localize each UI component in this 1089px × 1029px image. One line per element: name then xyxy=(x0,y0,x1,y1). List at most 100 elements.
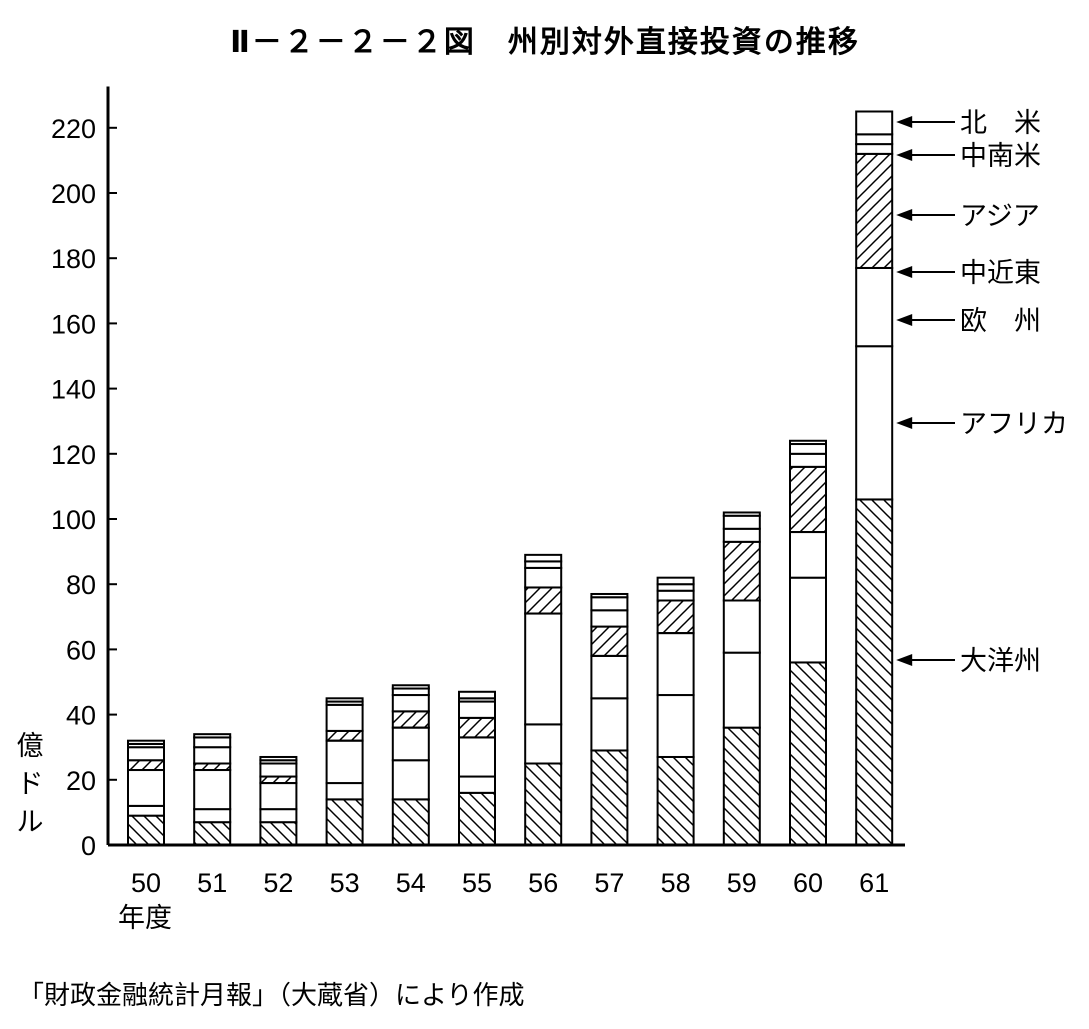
y-tick-label: 180 xyxy=(51,244,96,274)
bar-segment xyxy=(524,762,563,846)
legend-label: 大洋州 xyxy=(960,646,1041,677)
bar-segment xyxy=(458,690,496,700)
bar-segment xyxy=(325,739,364,785)
y-tick-label: 120 xyxy=(51,440,96,470)
bar-segment xyxy=(325,703,364,732)
bar-segment xyxy=(722,511,761,517)
bar-segment xyxy=(391,726,430,762)
y-tick-label: 140 xyxy=(51,375,96,405)
x-axis-ticks: 50 51 52 53 54 55 56 57 58 59 60 61 xyxy=(131,868,889,898)
bar-segment xyxy=(590,609,629,628)
bar-segment xyxy=(855,133,894,146)
y-tick-label: 200 xyxy=(51,179,96,209)
bar-segment xyxy=(656,632,695,697)
bar-segment xyxy=(789,576,827,664)
y-axis-ticks: 0 20 40 60 80 100 120 140 160 180 200 220 xyxy=(51,114,117,861)
bar-segment xyxy=(127,739,165,745)
legend-label: 中近東 xyxy=(960,258,1041,289)
bar-segment xyxy=(855,110,894,136)
bars xyxy=(127,110,894,847)
legend-arrow-head xyxy=(896,654,913,666)
bar-segment xyxy=(391,710,430,729)
bar-segment xyxy=(458,791,496,847)
bar-segment xyxy=(855,143,894,155)
bar-segment xyxy=(789,452,827,468)
bar-segment xyxy=(458,775,496,794)
x-tick-label: 61 xyxy=(859,868,889,898)
bar-segment xyxy=(722,726,761,847)
x-tick-label: 56 xyxy=(528,868,558,898)
y-tick-label: 60 xyxy=(66,635,96,665)
bar-segment xyxy=(391,684,430,690)
bar-segment xyxy=(458,716,496,739)
bar-segment xyxy=(722,527,761,543)
bar-segment xyxy=(789,531,827,579)
bar-segment xyxy=(590,596,629,612)
bar-segment xyxy=(590,697,629,752)
x-tick-label: 59 xyxy=(727,868,757,898)
bar-segment xyxy=(722,651,761,729)
x-axis-label: 年度 xyxy=(118,903,172,934)
bar-segment xyxy=(789,439,827,446)
bar-segment xyxy=(259,782,298,811)
bar-segment xyxy=(789,443,827,455)
y-tick-label: 80 xyxy=(66,570,96,600)
y-tick-label: 40 xyxy=(66,701,96,731)
bar-segment xyxy=(259,755,298,762)
bar-segment xyxy=(855,345,894,501)
x-tick-label: 54 xyxy=(396,868,426,898)
bar-segment xyxy=(590,625,629,657)
bar-segment xyxy=(259,808,298,824)
bar-segment xyxy=(656,755,695,846)
y-tick-label: 20 xyxy=(66,766,96,796)
bar-segment xyxy=(656,576,695,586)
bar-segment xyxy=(524,586,563,615)
bar-segment xyxy=(458,736,496,778)
legend-arrow-head xyxy=(896,314,913,326)
legend-label: 中南米 xyxy=(960,141,1041,172)
legend-arrow-head xyxy=(896,149,913,161)
legend-label: アフリカ xyxy=(960,409,1068,440)
legend-arrow-head xyxy=(896,266,913,278)
bar-segment xyxy=(524,566,563,589)
bar-segment xyxy=(325,697,364,703)
bar-segment xyxy=(127,814,165,846)
bar-segment xyxy=(127,804,165,817)
bar-segment xyxy=(325,798,364,846)
bar-segment xyxy=(391,759,430,801)
x-tick-label: 50 xyxy=(131,868,161,898)
bar-segment xyxy=(590,654,629,700)
bar-segment xyxy=(193,746,232,765)
x-tick-label: 53 xyxy=(330,868,360,898)
bar-segment xyxy=(855,498,894,846)
legend-label: 欧 州 xyxy=(960,306,1041,337)
bar-segment xyxy=(524,723,563,765)
bar-segment xyxy=(193,736,232,749)
legend-label: アジア xyxy=(960,201,1040,232)
x-tick-label: 60 xyxy=(793,868,823,898)
source-note: 「財政金融統計月報」（大蔵省）により作成 xyxy=(18,981,524,1011)
bar-segment xyxy=(656,694,695,758)
bar-segment xyxy=(524,553,563,563)
bar-segment xyxy=(325,729,364,742)
y-axis-label-char-3: ル xyxy=(17,807,44,838)
bar-segment xyxy=(590,592,629,599)
y-axis-label: 億 ド ル xyxy=(17,731,44,838)
x-tick-label: 51 xyxy=(197,868,227,898)
legend-label: 北 米 xyxy=(960,108,1041,139)
y-tick-label: 220 xyxy=(51,114,96,144)
bar-segment xyxy=(656,589,695,602)
bar-segment xyxy=(855,266,894,348)
bar-segment xyxy=(193,769,232,811)
x-tick-label: 58 xyxy=(661,868,691,898)
bar-segment xyxy=(127,769,165,807)
bar-segment xyxy=(789,661,827,846)
bar-segment xyxy=(590,749,629,847)
bar-segment xyxy=(193,733,232,739)
x-tick-label: 52 xyxy=(263,868,293,898)
bar-segment xyxy=(789,465,827,534)
y-axis-label-char-1: 億 xyxy=(17,731,44,762)
chart-title: Ⅱ－２－２－２図 州別対外直接投資の推移 xyxy=(230,25,860,60)
